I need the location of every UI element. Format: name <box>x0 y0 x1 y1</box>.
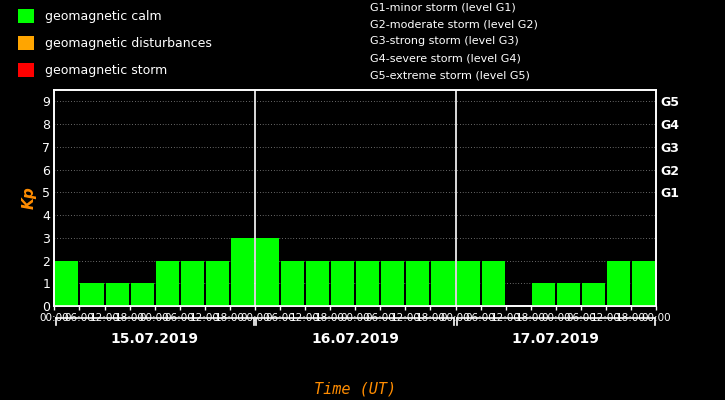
Bar <box>557 283 580 306</box>
Text: geomagnetic calm: geomagnetic calm <box>45 10 162 23</box>
Bar <box>481 260 505 306</box>
Text: G1-minor storm (level G1): G1-minor storm (level G1) <box>370 2 515 12</box>
Bar <box>607 260 630 306</box>
Bar <box>457 260 480 306</box>
Text: G4-severe storm (level G4): G4-severe storm (level G4) <box>370 54 521 64</box>
Text: geomagnetic storm: geomagnetic storm <box>45 64 167 77</box>
Y-axis label: Kp: Kp <box>22 187 37 209</box>
Bar <box>55 260 78 306</box>
Text: Time (UT): Time (UT) <box>314 381 397 396</box>
Text: 17.07.2019: 17.07.2019 <box>512 332 600 346</box>
FancyBboxPatch shape <box>18 9 34 23</box>
Bar <box>231 238 254 306</box>
FancyBboxPatch shape <box>18 36 34 50</box>
Text: geomagnetic disturbances: geomagnetic disturbances <box>45 37 212 50</box>
Bar <box>306 260 329 306</box>
Bar <box>256 238 279 306</box>
Bar <box>582 283 605 306</box>
Bar <box>356 260 379 306</box>
Bar <box>130 283 154 306</box>
Bar <box>156 260 179 306</box>
FancyBboxPatch shape <box>18 63 34 77</box>
Bar <box>531 283 555 306</box>
Bar <box>106 283 128 306</box>
Bar <box>281 260 304 306</box>
Text: G3-strong storm (level G3): G3-strong storm (level G3) <box>370 36 518 46</box>
Bar <box>331 260 355 306</box>
Text: G5-extreme storm (level G5): G5-extreme storm (level G5) <box>370 70 530 81</box>
Bar <box>431 260 455 306</box>
Bar <box>80 283 104 306</box>
Bar <box>632 260 655 306</box>
Text: G2-moderate storm (level G2): G2-moderate storm (level G2) <box>370 19 538 29</box>
Bar <box>206 260 229 306</box>
Text: 15.07.2019: 15.07.2019 <box>111 332 199 346</box>
Bar <box>181 260 204 306</box>
Bar <box>381 260 405 306</box>
Bar <box>407 260 429 306</box>
Text: 16.07.2019: 16.07.2019 <box>311 332 399 346</box>
